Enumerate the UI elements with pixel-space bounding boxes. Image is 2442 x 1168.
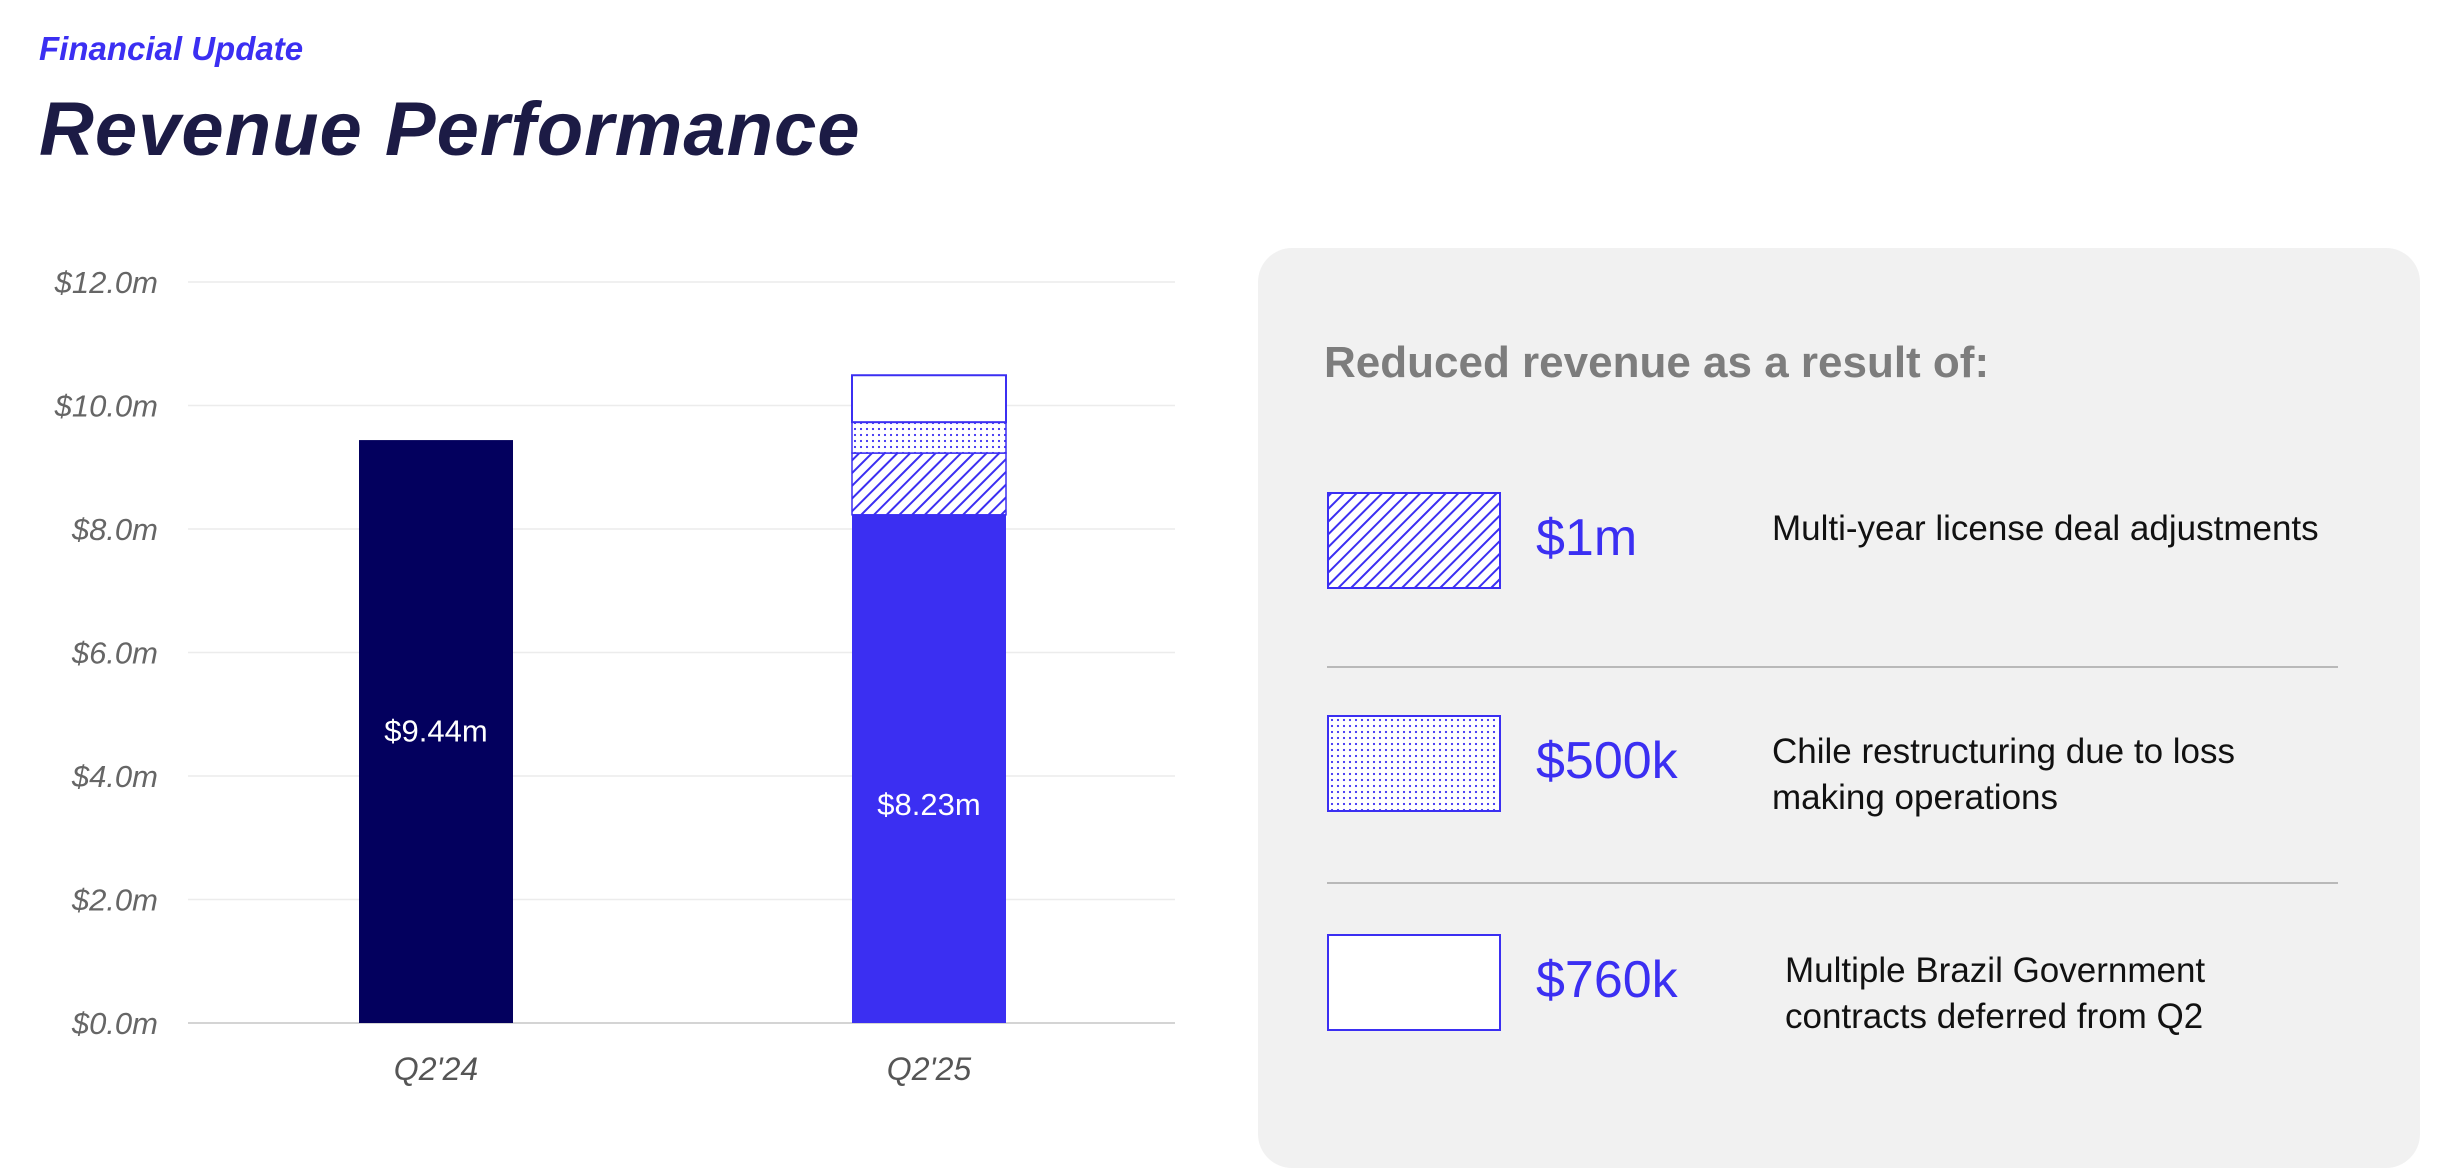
y-tick-label: $0.0m <box>71 1006 158 1041</box>
reduction-item-license: $1m Multi-year license deal adjustments <box>1258 492 2420 592</box>
divider <box>1327 666 2338 668</box>
y-tick-label: $2.0m <box>71 883 158 918</box>
page-title: Revenue Performance <box>39 87 861 172</box>
reduction-panel: Reduced revenue as a result of: $1m Mult… <box>1258 248 2420 1168</box>
y-tick-label: $4.0m <box>71 759 158 794</box>
bar-segment-solid <box>359 440 513 1024</box>
reduction-item-brazil: $760k Multiple Brazil Government contrac… <box>1258 934 2420 1036</box>
y-tick-label: $10.0m <box>54 389 158 424</box>
bar-value-label: $8.23m <box>877 787 980 822</box>
bar-segment-outline <box>851 374 1007 424</box>
y-tick-label: $12.0m <box>54 265 158 300</box>
dots-swatch <box>1327 715 1501 812</box>
bar-segment-hatch <box>851 452 1007 516</box>
reduction-amount: $500k <box>1536 732 1678 790</box>
x-category-label: Q2'24 <box>394 1051 478 1087</box>
x-category-label: Q2'25 <box>887 1051 972 1087</box>
revenue-bar-chart: $12.0m $10.0m $8.0m $6.0m $4.0m $2.0m $0.0m $9.… <box>54 265 1175 1087</box>
y-tick-label: $8.0m <box>71 512 158 547</box>
outline-swatch <box>1327 934 1501 1031</box>
divider <box>1327 882 2338 884</box>
reduction-amount: $1m <box>1536 509 1638 567</box>
reduction-description: Multi-year license deal adjustments <box>1772 509 2319 548</box>
reduction-item-chile: $500k Chile restructuring due to loss ma… <box>1258 715 2420 817</box>
section-kicker: Financial Update <box>39 30 304 67</box>
reduction-description: Multiple Brazil Government contracts def… <box>1785 951 2206 1036</box>
y-tick-label: $6.0m <box>71 636 158 671</box>
reduction-description: Chile restructuring due to loss making o… <box>1772 732 2235 817</box>
hatch-swatch <box>1327 492 1501 589</box>
panel-heading: Reduced revenue as a result of: <box>1324 338 1990 387</box>
reduction-amount: $760k <box>1536 951 1678 1009</box>
bar-segment-solid <box>852 514 1006 1023</box>
bar-value-label: $9.44m <box>384 714 487 749</box>
bar-segment-dots <box>851 421 1007 454</box>
